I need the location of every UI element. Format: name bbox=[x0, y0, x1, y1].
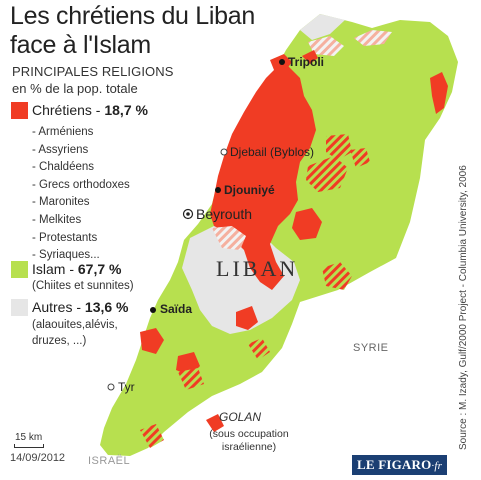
mixed-area-koura bbox=[326, 134, 352, 160]
djouniye-marker bbox=[215, 187, 221, 193]
mixed-area-bent-jbeil bbox=[140, 424, 164, 448]
legend-islam-swatch bbox=[11, 261, 28, 278]
christian-area-south bbox=[206, 414, 224, 432]
legend-christians-swatch bbox=[11, 102, 28, 119]
mixed-area-beirut bbox=[212, 226, 246, 250]
legend-christians-label: Chrétiens - 18,7 % bbox=[32, 102, 148, 118]
denomination-item: - Melkites bbox=[32, 213, 82, 226]
christian-denominations-list: - Arméniens - Assyriens - Chaldéens - Gr… bbox=[32, 124, 130, 265]
legend-others-text: Autres - bbox=[32, 299, 85, 315]
map-title: Les chrétiens du Liban face à l'Islam bbox=[10, 2, 255, 60]
scale-bar bbox=[14, 444, 44, 448]
legend-christians-text: Chrétiens - bbox=[32, 102, 105, 118]
christian-area-jezzine bbox=[236, 306, 258, 330]
christian-area-coast-south bbox=[140, 328, 164, 354]
country-label-syria: SYRIE bbox=[353, 342, 389, 354]
city-label-saida: Saïda bbox=[160, 302, 193, 316]
city-label-tyr: Tyr bbox=[118, 380, 135, 394]
legend-others-swatch bbox=[11, 299, 28, 316]
christian-area-zahle bbox=[292, 208, 322, 240]
djebail-marker bbox=[220, 148, 228, 156]
legend-others-label: Autres - 13,6 % bbox=[32, 299, 129, 315]
beyrouth-marker-inner bbox=[186, 212, 190, 216]
legend-others-note-line2: druzes, ...) bbox=[32, 335, 87, 347]
legend-islam-note: (Chiites et sunnites) bbox=[32, 280, 134, 292]
publication-date: 14/09/2012 bbox=[10, 452, 66, 464]
denomination-item: - Protestants bbox=[32, 231, 98, 244]
country-label-liban: LIBAN bbox=[216, 256, 299, 281]
subtitle-line2: en % de la pop. totale bbox=[12, 81, 138, 96]
city-label-tripoli: Tripoli bbox=[288, 55, 324, 69]
city-label-beyrouth: Beyrouth bbox=[196, 206, 253, 222]
tyr-marker bbox=[107, 383, 115, 391]
scale-label: 15 km bbox=[15, 432, 43, 443]
mixed-area-rachaya bbox=[322, 262, 352, 290]
city-label-djebail: Djebail (Byblos) bbox=[230, 145, 315, 159]
christian-area-north-east bbox=[430, 72, 448, 114]
legend-islam-value: 67,7 % bbox=[77, 261, 122, 277]
denomination-item: - Syriaques... bbox=[32, 249, 100, 262]
golan-label: GOLAN bbox=[219, 410, 262, 424]
denomination-item: - Assyriens bbox=[32, 143, 89, 156]
denomination-item: - Arméniens bbox=[32, 126, 94, 138]
legend-others-note-line1: (alaouites,alévis, bbox=[32, 319, 118, 331]
legend-christians-value: 18,7 % bbox=[104, 102, 148, 118]
logo-suffix: ·fr bbox=[431, 460, 443, 472]
country-label-israel: ISRAËL bbox=[88, 455, 131, 467]
golan-note: (sous occupation israélienne) bbox=[199, 428, 299, 454]
mixed-area-baalbek bbox=[350, 148, 370, 168]
denomination-item: - Chaldéens bbox=[32, 161, 95, 174]
saida-marker bbox=[150, 307, 156, 313]
logo-main: LE FIGARO bbox=[357, 457, 432, 472]
le-figaro-logo: LE FIGARO·fr bbox=[352, 455, 448, 475]
map-title-line2: face à l'Islam bbox=[10, 31, 151, 59]
denomination-item: - Grecs orthodoxes bbox=[32, 178, 130, 191]
others-area-north bbox=[308, 36, 344, 56]
subtitle-line1: PRINCIPALES RELIGIONS bbox=[12, 64, 174, 79]
mixed-area-bekaa bbox=[306, 156, 348, 192]
mixed-area-tyr bbox=[178, 368, 204, 390]
mixed-area-hasbaya bbox=[248, 338, 270, 360]
city-label-djouniye: Djouniyé bbox=[224, 183, 275, 197]
legend-others-value: 13,6 % bbox=[84, 299, 129, 315]
golan-note-line2: israélienne) bbox=[221, 441, 277, 453]
source-credit: Source : M. Izady, Gulf/2000 Project - C… bbox=[458, 165, 469, 450]
christian-area-akkar bbox=[302, 50, 318, 64]
legend-islam-label: Islam - 67,7 % bbox=[32, 261, 121, 277]
others-area-hermel bbox=[300, 14, 345, 40]
map-title-line1: Les chrétiens du Liban bbox=[10, 2, 255, 30]
others-area-akkar bbox=[354, 30, 392, 46]
denomination-item: - Maronites bbox=[32, 196, 90, 209]
legend-islam-text: Islam - bbox=[32, 261, 78, 277]
lebanon-territory bbox=[100, 14, 458, 456]
golan-note-line1: (sous occupation bbox=[209, 428, 289, 440]
tripoli-marker bbox=[279, 59, 285, 65]
